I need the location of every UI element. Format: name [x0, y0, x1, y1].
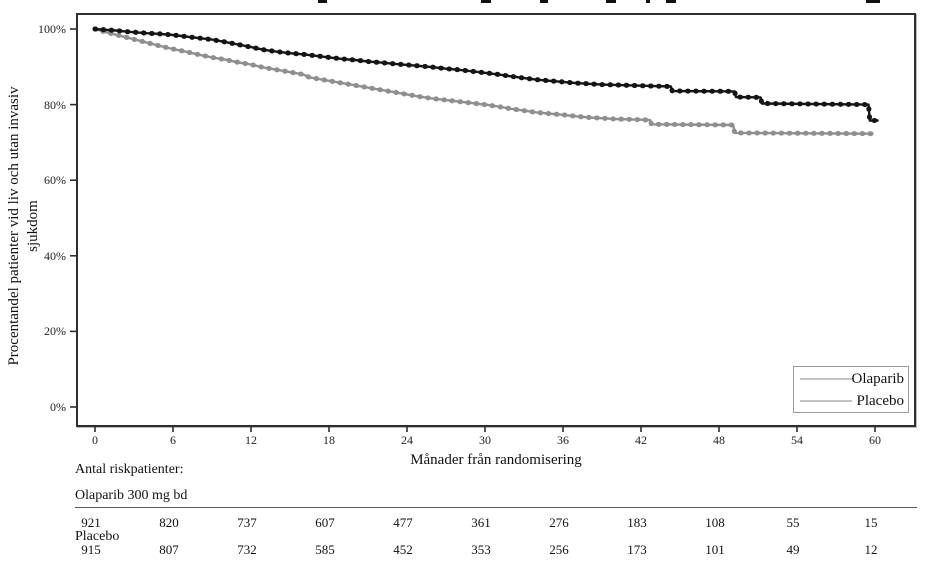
risk-count-cell: 607 [315, 515, 335, 530]
plot-area-border [76, 13, 916, 427]
cropped-title-descender [606, 0, 616, 3]
cropped-title-descender [481, 0, 491, 3]
risk-count-cell: 55 [786, 515, 800, 530]
risk-count-cell: 361 [471, 515, 491, 530]
risk-count-cell: 353 [471, 542, 491, 557]
risk-group-label-placebo: Placebo [75, 529, 120, 544]
risk-count-cell: 732 [237, 542, 257, 557]
risk-table-divider [75, 507, 917, 508]
cropped-title-descender [866, 0, 880, 3]
risk-count-cell: 585 [315, 542, 335, 557]
cropped-title-descender [318, 0, 327, 3]
placebo-line-sample-icon [800, 399, 852, 402]
risk-count-cell: 915 [81, 542, 101, 557]
x-axis-title: Månader från randomisering [410, 452, 582, 468]
legend-item-olaparib: Olaparib [800, 369, 904, 388]
risk-count-cell: 49 [786, 542, 800, 557]
x-tick-label: 42 [635, 433, 647, 447]
risk-count-cell: 807 [159, 542, 179, 557]
risk-count-cell: 183 [627, 515, 647, 530]
x-tick-label: 0 [92, 433, 98, 447]
y-tick-label: 40% [44, 248, 66, 263]
x-tick-label: 54 [791, 433, 803, 447]
risk-count-cell: 12 [864, 542, 878, 557]
risk-count-cell: 108 [705, 515, 725, 530]
olaparib-line-sample-icon [800, 377, 852, 380]
y-tick-label: 100% [38, 22, 66, 36]
y-tick-label: 20% [44, 324, 66, 339]
y-axis-title-line1: Procentandel patienter vid liv och utan … [6, 86, 22, 366]
x-tick-label: 36 [557, 433, 569, 447]
legend-item-placebo: Placebo [800, 391, 904, 410]
risk-count-cell: 15 [864, 515, 878, 530]
x-tick-label: 48 [713, 433, 725, 447]
y-tick-label: 0% [50, 400, 66, 414]
cropped-title-descender [540, 0, 548, 3]
x-tick-label: 60 [869, 433, 881, 447]
risk-table-title: Antal riskpatienter: [75, 462, 184, 477]
risk-count-cell: 276 [549, 515, 569, 530]
risk-count-cell: 477 [393, 515, 413, 530]
y-tick-label: 60% [44, 173, 66, 188]
x-tick-label: 30 [479, 433, 491, 447]
risk-count-cell: 173 [627, 542, 647, 557]
x-tick-label: 12 [245, 433, 257, 447]
risk-count-cell: 921 [81, 515, 101, 530]
legend-label-olaparib: Olaparib [851, 370, 904, 387]
x-tick-label: 18 [323, 433, 335, 447]
risk-count-cell: 256 [549, 542, 569, 557]
x-tick-label: 6 [170, 433, 176, 447]
y-axis-title: Procentandel patienter vid liv och utan … [5, 6, 43, 446]
cropped-title-descender [666, 0, 676, 3]
x-tick-label: 24 [401, 433, 413, 447]
legend-box: Olaparib Placebo [793, 366, 909, 413]
legend-label-placebo: Placebo [856, 392, 904, 409]
risk-count-cell: 737 [237, 515, 257, 530]
risk-count-cell: 452 [393, 542, 413, 557]
risk-count-cell: 101 [705, 542, 725, 557]
y-tick-label: 80% [44, 97, 66, 112]
y-axis-title-line2: sjukdom [25, 200, 41, 252]
risk-count-cell: 820 [159, 515, 179, 530]
risk-group-label-olaparib: Olaparib 300 mg bd [75, 488, 188, 503]
cropped-title-descender [646, 0, 650, 3]
